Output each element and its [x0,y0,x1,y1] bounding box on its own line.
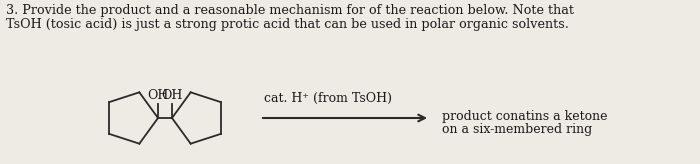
Text: 3. Provide the product and a reasonable mechanism for of the reaction below. Not: 3. Provide the product and a reasonable … [6,4,574,17]
Text: OH: OH [161,89,183,102]
Text: cat. H⁺ (from TsOH): cat. H⁺ (from TsOH) [264,92,392,105]
Text: TsOH (tosic acid) is just a strong protic acid that can be used in polar organic: TsOH (tosic acid) is just a strong proti… [6,18,569,31]
Text: product conatins a ketone: product conatins a ketone [442,110,608,123]
Text: on a six-membered ring: on a six-membered ring [442,123,592,136]
Text: OH: OH [147,89,169,102]
